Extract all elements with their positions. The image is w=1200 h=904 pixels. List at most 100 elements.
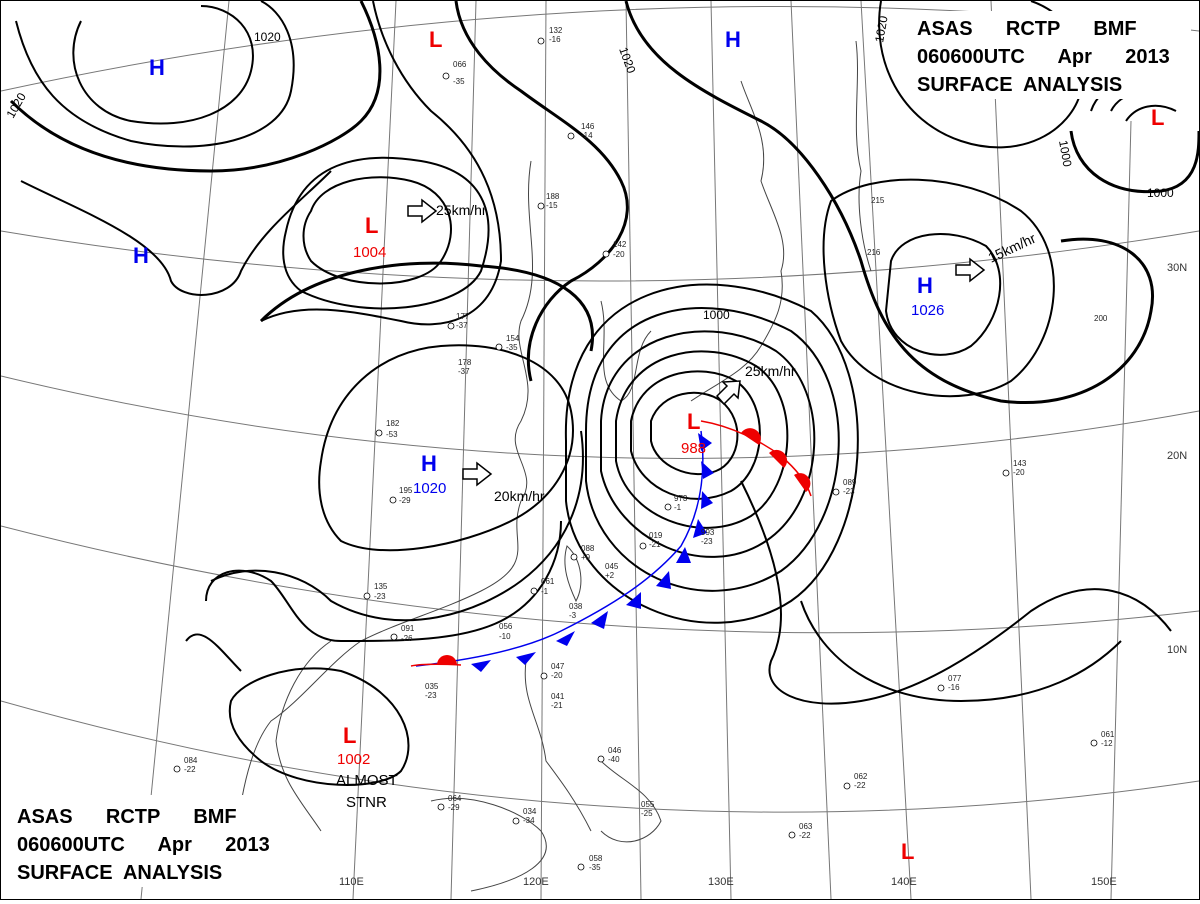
meridian-135e [790, 0, 832, 900]
lon-label-150e: 150E [1091, 876, 1117, 888]
lon-label-110e: 110E [339, 876, 364, 888]
motion-labels: 25km/hr 20km/hr 25km/hr 15km/hr [436, 202, 1038, 504]
station-value: -35 [506, 343, 518, 352]
station-value: -22 [799, 831, 811, 840]
coast-mainland [235, 160, 534, 842]
title-top-line2: 060600UTC Apr 2013 [917, 46, 1170, 68]
station-value: 055 [641, 800, 655, 809]
stationary-note-line1: ALMOST [336, 772, 398, 789]
isobar-label-1020-north: 1020 [254, 30, 281, 44]
station-value: 142 [613, 240, 627, 249]
station-marker [788, 831, 796, 839]
station-value: -16 [948, 683, 960, 692]
grid-labels: 110E 120E 130E 140E 150E 30N 20N 10N [339, 262, 1187, 888]
cold-front-barbs [471, 433, 714, 672]
high-center-letter: H [725, 27, 741, 52]
station-marker [1090, 739, 1098, 747]
motion-label-east-high: 15km/hr [986, 230, 1039, 266]
low-center-letter: L [901, 839, 914, 864]
station-value: -20 [1013, 468, 1025, 477]
station-value: -16 [549, 35, 561, 44]
station-marker [843, 782, 851, 790]
title-bottom-line1: ASAS RCTP BMF [17, 806, 237, 828]
station-marker [567, 132, 575, 140]
station-value: -1 [541, 587, 549, 596]
station-value: 047 [551, 662, 565, 671]
isobar-label-1020-ne: 1020 [872, 14, 890, 43]
isobar-label-1000-ne-upper: 1000 [1056, 139, 1074, 168]
station-marker [363, 592, 371, 600]
warm-front-bump [794, 473, 811, 492]
isobar-low-ring-6 [564, 283, 859, 624]
title-bottom-line2: 060600UTC Apr 2013 [17, 834, 270, 856]
low-center-letter: L [429, 27, 442, 52]
station-value: -29 [399, 496, 411, 505]
station-marker [173, 765, 181, 773]
lat-label-30n: 30N [1167, 262, 1187, 274]
lon-label-120e: 120E [523, 876, 549, 888]
lat-label-20n: 20N [1167, 450, 1187, 462]
station-value: -12 [1101, 739, 1113, 748]
low-center-letter: L [687, 409, 700, 434]
meridian-120e [540, 0, 547, 900]
isobar-sw-outer-2 [185, 633, 242, 672]
isobar-ne-low-1000 [1069, 130, 1200, 194]
isobar-low-ring-1 [650, 391, 739, 476]
station-marker [540, 672, 548, 680]
isobar-east-high-outer [822, 178, 1055, 398]
station-value: 061 [541, 577, 555, 586]
motion-arrow-nw-low [407, 198, 438, 224]
station-value: 061 [1101, 730, 1115, 739]
station-marker [437, 803, 445, 811]
station-marker [597, 755, 605, 763]
station-value: -1 [674, 503, 682, 512]
station-value: 993 [701, 528, 715, 537]
station-value: 038 [569, 602, 583, 611]
isobar-east-high-inner [884, 233, 1002, 356]
station-value: -53 [386, 430, 398, 439]
cold-front-barb [676, 547, 691, 563]
title-block-bottom: ASAS RCTP BMF 060600UTC Apr 2013 SURFACE… [11, 795, 289, 887]
station-value: 146 [581, 122, 595, 131]
cold-front-barb [591, 611, 608, 629]
station-marker [530, 587, 538, 595]
station-marker [570, 553, 578, 561]
isobar-1020-north [454, 0, 629, 382]
low-center-value: 988 [681, 440, 706, 457]
title-bottom-line3: SURFACE ANALYSIS [17, 862, 222, 884]
station-value: 046 [608, 746, 622, 755]
station-value: 154 [506, 334, 520, 343]
station-value: -37 [458, 367, 470, 376]
cold-front-barb [701, 461, 714, 479]
low-center-letter: L [365, 213, 378, 238]
cold-front-barb [516, 652, 536, 665]
cold-front-barb [701, 491, 713, 509]
station-value: 135 [374, 582, 388, 591]
parallel-0 [0, 700, 1200, 813]
low-center-letter: L [343, 723, 356, 748]
station-marker [602, 250, 610, 258]
motion-label-typhoon: 25km/hr [745, 363, 796, 379]
station-value: -20 [551, 671, 563, 680]
low-center-value: 1004 [353, 244, 386, 261]
cold-front-barb [693, 519, 707, 538]
meridian-125e [625, 0, 642, 900]
station-marker [937, 684, 945, 692]
station-value: -14 [581, 131, 593, 140]
station-value: 077 [948, 674, 962, 683]
station-value: -21 [551, 701, 563, 710]
station-value: 035 [425, 682, 439, 691]
isobar-north-trough [260, 0, 503, 326]
station-value: -25 [641, 809, 653, 818]
isobar-big-outer [210, 430, 584, 622]
isobar-sw-low-inner [228, 667, 410, 786]
motion-arrow-central-high [462, 461, 493, 487]
station-value: -23 [843, 487, 855, 496]
low-center-value: 1002 [337, 751, 370, 768]
lon-label-140e: 140E [891, 876, 917, 888]
high-center-value: 1026 [911, 302, 944, 319]
title-block-bottom-bg [11, 795, 289, 887]
fronts [410, 420, 812, 672]
isobar-1020-central [259, 261, 594, 352]
